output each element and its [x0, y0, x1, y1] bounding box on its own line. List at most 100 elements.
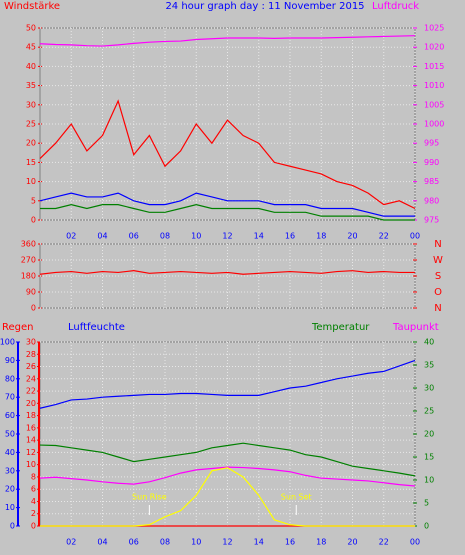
x-tick-label: 12 [222, 232, 232, 241]
y-tick-label: 25 [26, 120, 36, 129]
y-tick-label: 30 [5, 466, 15, 475]
y-tick-label: 995 [424, 139, 439, 148]
data-line [40, 467, 415, 527]
legend-entry: Regen [2, 322, 34, 333]
y-tick-label: 50 [26, 24, 36, 33]
legend-entry: Luftfeuchte [68, 322, 125, 333]
y-tick-label: 5 [424, 499, 429, 508]
x-tick-label: 22 [379, 538, 389, 547]
x-tick-label: 16 [285, 232, 295, 241]
x-tick-label: 10 [191, 538, 201, 547]
x-tick-label: 00 [410, 232, 420, 241]
y-tick-label: 12 [26, 448, 36, 457]
y2-axis-title: Luftdruck [372, 1, 419, 12]
y-tick-label: 25 [424, 407, 434, 416]
x-tick-label: 08 [160, 232, 170, 241]
y-tick-label: 360 [21, 240, 36, 249]
x-tick-label: 18 [316, 538, 326, 547]
x-tick-label: 08 [160, 538, 170, 547]
y-tick-label: 990 [424, 158, 439, 167]
y-tick-label: N [434, 239, 441, 250]
legend-entry: Taupunkt [392, 322, 439, 333]
y-tick-label: 15 [26, 158, 36, 167]
data-line [39, 270, 415, 275]
y-tick-label: 1005 [424, 100, 444, 109]
y-tick-label: 28 [26, 350, 36, 359]
y-tick-label: 2 [31, 509, 36, 518]
y-tick-label: 90 [26, 288, 36, 297]
y-tick-label: 15 [424, 453, 434, 462]
data-line [39, 466, 416, 487]
y-tick-label: 20 [26, 399, 36, 408]
y-tick-label: 20 [424, 430, 434, 439]
y-tick-label: 20 [26, 139, 36, 148]
y-tick-label: 270 [21, 256, 36, 265]
y-tick-label: 45 [26, 43, 36, 52]
y-tick-label: 50 [5, 430, 15, 439]
y-tick-label: 8 [31, 472, 36, 481]
data-line [39, 442, 416, 477]
y-tick-label: S [435, 271, 441, 282]
x-tick-label: 02 [66, 538, 76, 547]
y-tick-label: 100 [0, 338, 15, 347]
legend-entry: Temperatur [311, 322, 370, 333]
y-tick-label: 980 [424, 196, 439, 205]
x-tick-label: 06 [129, 538, 139, 547]
y-tick-label: 40 [424, 338, 434, 347]
x-tick-label: 22 [379, 232, 389, 241]
y-tick-label: 0 [31, 304, 36, 313]
y-tick-label: 10 [424, 476, 434, 485]
y-tick-label: 985 [424, 177, 439, 186]
y-tick-label: 18 [26, 411, 36, 420]
chart-title: 24 hour graph day : 11 November 2015 [165, 1, 364, 12]
y-tick-label: 5 [31, 196, 36, 205]
data-line [39, 99, 416, 210]
y-tick-label: 60 [5, 411, 15, 420]
y-tick-label: 0 [31, 522, 36, 531]
y-tick-label: N [434, 303, 441, 314]
x-tick-label: 06 [129, 232, 139, 241]
y-tick-label: 1025 [424, 24, 444, 33]
y-tick-label: 14 [26, 436, 36, 445]
y-tick-label: 20 [5, 485, 15, 494]
x-tick-label: 00 [410, 538, 420, 547]
x-tick-label: 10 [191, 232, 201, 241]
x-tick-label: 16 [285, 538, 295, 547]
y-tick-label: 35 [424, 361, 434, 370]
x-tick-label: 18 [316, 232, 326, 241]
x-tick-label: 04 [97, 538, 107, 547]
y-tick-label: 30 [26, 100, 36, 109]
y-tick-label: 26 [26, 362, 36, 371]
y-tick-label: 90 [5, 356, 15, 365]
y-tick-label: 180 [21, 272, 36, 281]
y-axis-title: Windstärke [4, 1, 60, 12]
y-tick-label: 0 [10, 522, 15, 531]
y-tick-label: 30 [26, 338, 36, 347]
annotation: Sun Rise [132, 493, 167, 502]
y-tick-label: 80 [5, 374, 15, 383]
y-tick-label: 10 [5, 503, 15, 512]
data-line [40, 204, 415, 221]
y-tick-label: 10 [26, 177, 36, 186]
y-tick-label: 4 [31, 497, 36, 506]
y-tick-label: 24 [26, 374, 36, 383]
x-tick-label: 20 [347, 538, 357, 547]
x-tick-label: 14 [254, 232, 264, 241]
data-line [39, 192, 415, 217]
y-tick-label: 1000 [424, 120, 444, 129]
x-tick-label: 14 [254, 538, 264, 547]
y-tick-label: 70 [5, 393, 15, 402]
x-tick-label: 20 [347, 232, 357, 241]
y-tick-label: 30 [424, 384, 434, 393]
y-tick-label: 16 [26, 423, 36, 432]
y-tick-label: 0 [424, 522, 429, 531]
y-tick-label: 975 [424, 216, 439, 225]
y-tick-label: 40 [5, 448, 15, 457]
y-tick-label: 35 [26, 81, 36, 90]
y-tick-label: 1010 [424, 81, 444, 90]
y-tick-label: 1015 [424, 62, 444, 71]
annotation: Sun Set [281, 493, 312, 502]
data-line [39, 35, 416, 47]
